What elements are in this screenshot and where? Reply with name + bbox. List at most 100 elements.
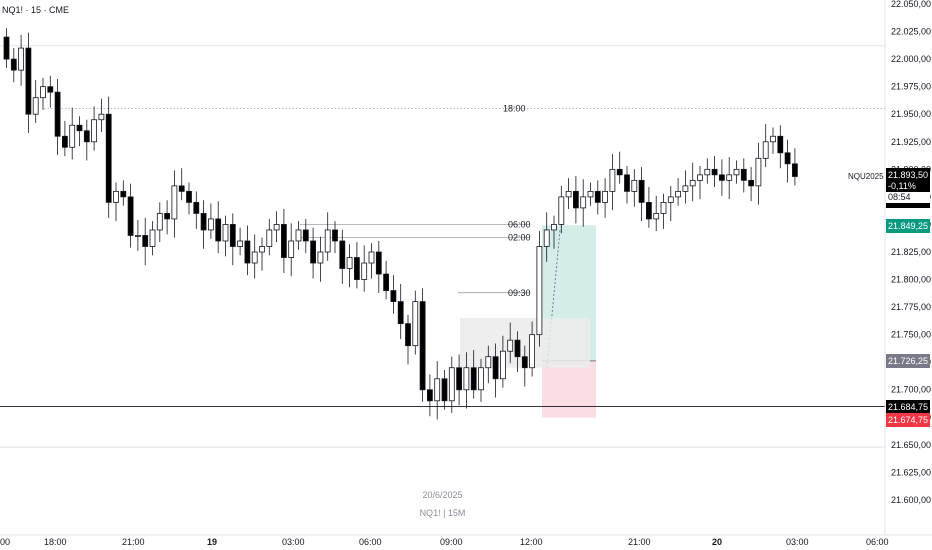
- candle-body: [551, 224, 557, 231]
- candle-body: [383, 273, 390, 291]
- candle: [25, 32, 32, 133]
- candle-body: [69, 124, 76, 148]
- candle-body: [419, 301, 426, 391]
- candle: [602, 178, 608, 218]
- candle-body: [755, 157, 762, 187]
- candle-body: [740, 168, 747, 181]
- candle-body: [514, 339, 521, 358]
- candle-body: [280, 224, 287, 258]
- last-price-change: -0,11%: [888, 181, 916, 191]
- candle-body: [83, 130, 90, 143]
- candle-body: [448, 367, 455, 402]
- candle-body: [62, 135, 68, 148]
- candle-body: [40, 86, 46, 99]
- candle: [339, 229, 346, 284]
- candle: [448, 356, 455, 413]
- candle: [288, 223, 295, 277]
- candle-body: [251, 251, 258, 264]
- candle-body: [711, 168, 718, 176]
- horizontal-line-price-tag[interactable]: 21.684,75: [886, 400, 930, 414]
- candle: [229, 213, 236, 266]
- candle: [697, 166, 703, 200]
- last-price-countdown: 08:54: [886, 192, 930, 203]
- candle-body: [609, 168, 616, 192]
- time-tick-label: 00: [0, 537, 10, 547]
- candle-body: [675, 190, 681, 198]
- candle: [770, 127, 776, 154]
- candle-body: [149, 229, 156, 247]
- time-tick-label: 21:00: [628, 537, 651, 547]
- candle: [609, 153, 616, 211]
- time-tick-label: 21:00: [122, 537, 145, 547]
- candle-body: [682, 185, 689, 192]
- price-tick-label: 22.050,00: [891, 0, 931, 9]
- candle-body: [105, 113, 112, 203]
- level-label: 06:00: [508, 219, 531, 229]
- candle-body: [653, 213, 660, 220]
- candle: [594, 180, 601, 215]
- candle: [251, 234, 258, 279]
- candle: [142, 217, 149, 266]
- candle-body: [32, 97, 39, 115]
- candle: [346, 244, 353, 288]
- candle: [792, 148, 798, 186]
- candle-body: [222, 224, 229, 242]
- candle: [456, 354, 463, 406]
- candle: [215, 201, 222, 254]
- candle: [748, 167, 754, 202]
- candle: [200, 200, 207, 249]
- candle: [675, 178, 681, 206]
- entry-price-tag[interactable]: 21.726,25: [886, 354, 930, 368]
- time-axis: 00 18:00 21:00 19 03:00 06:00 09:00 12:00 21:00 2…: [0, 534, 932, 547]
- candle: [397, 283, 404, 340]
- candle: [244, 225, 251, 276]
- time-tick-label: 06:00: [866, 537, 889, 547]
- candle-body: [492, 356, 499, 380]
- candle-body: [660, 201, 667, 214]
- candle-body: [390, 290, 397, 303]
- candle-body: [602, 190, 608, 203]
- candle: [295, 221, 302, 250]
- candle-body: [426, 389, 433, 402]
- candle: [127, 183, 134, 248]
- candle: [361, 245, 368, 292]
- candle-body: [719, 174, 725, 181]
- candle-body: [646, 201, 652, 220]
- candle-body: [638, 179, 645, 203]
- position-path: [546, 229, 561, 368]
- candle: [83, 119, 90, 161]
- candle-body: [667, 196, 674, 203]
- price-tick-label: 21.625,00: [891, 467, 931, 477]
- level-label: 02:00: [508, 233, 531, 243]
- candle-body: [98, 113, 105, 121]
- candle: [156, 202, 163, 243]
- candle: [222, 215, 229, 257]
- candle-body: [529, 334, 535, 369]
- candle: [332, 221, 338, 254]
- candle: [755, 142, 762, 205]
- candle-body: [113, 190, 119, 203]
- candle-body: [631, 179, 638, 192]
- level-label: 09:30: [508, 288, 531, 298]
- candle-body: [273, 224, 280, 231]
- candle: [302, 218, 309, 254]
- candle: [353, 242, 360, 289]
- last-price-tag[interactable]: NQU2025 21.893,50 -0,11% 08:54: [848, 168, 930, 208]
- candle-body: [142, 235, 149, 247]
- candle-body: [324, 229, 331, 253]
- candle-body: [361, 262, 368, 280]
- candle-body: [10, 58, 17, 71]
- candle: [689, 162, 696, 202]
- target-price-tag[interactable]: 21.849,25: [886, 219, 930, 233]
- symbol-title: NQ1! · 15 · CME: [2, 5, 70, 15]
- candle-body: [317, 251, 324, 264]
- candle: [193, 191, 200, 229]
- candle-body: [76, 124, 83, 132]
- candle-body: [127, 196, 134, 236]
- candle: [616, 151, 623, 184]
- candle-body: [288, 240, 295, 258]
- stop-price-tag[interactable]: 21.674,75: [886, 413, 930, 427]
- candle-body: [207, 218, 214, 231]
- candle-body: [573, 190, 579, 209]
